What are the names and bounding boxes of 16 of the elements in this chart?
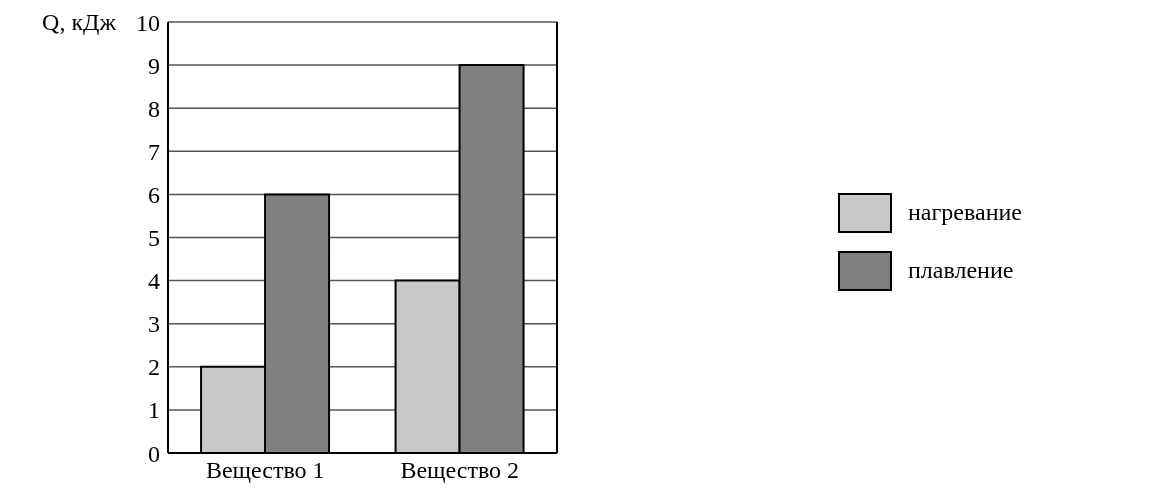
x-tick-label: Вещество 2 [400,457,520,484]
y-tick-label: 5 [148,225,160,252]
legend-label: плавление [908,257,1014,284]
y-tick-label: 4 [148,268,160,295]
y-tick-label: 1 [148,397,160,424]
y-tick-label: 2 [148,354,160,381]
y-tick-label: 9 [148,52,160,79]
y-tick-label: 6 [148,181,160,208]
x-tick-label: Вещество 1 [205,457,325,484]
legend-label: нагревание [908,199,1022,226]
y-axis-title: Q, кДж [42,9,117,35]
y-tick-label: 8 [148,95,160,122]
y-tick-label: 3 [148,311,160,338]
y-tick-label: 10 [136,9,160,36]
y-tick-label: 0 [148,440,160,467]
y-tick-label: 7 [148,138,160,165]
